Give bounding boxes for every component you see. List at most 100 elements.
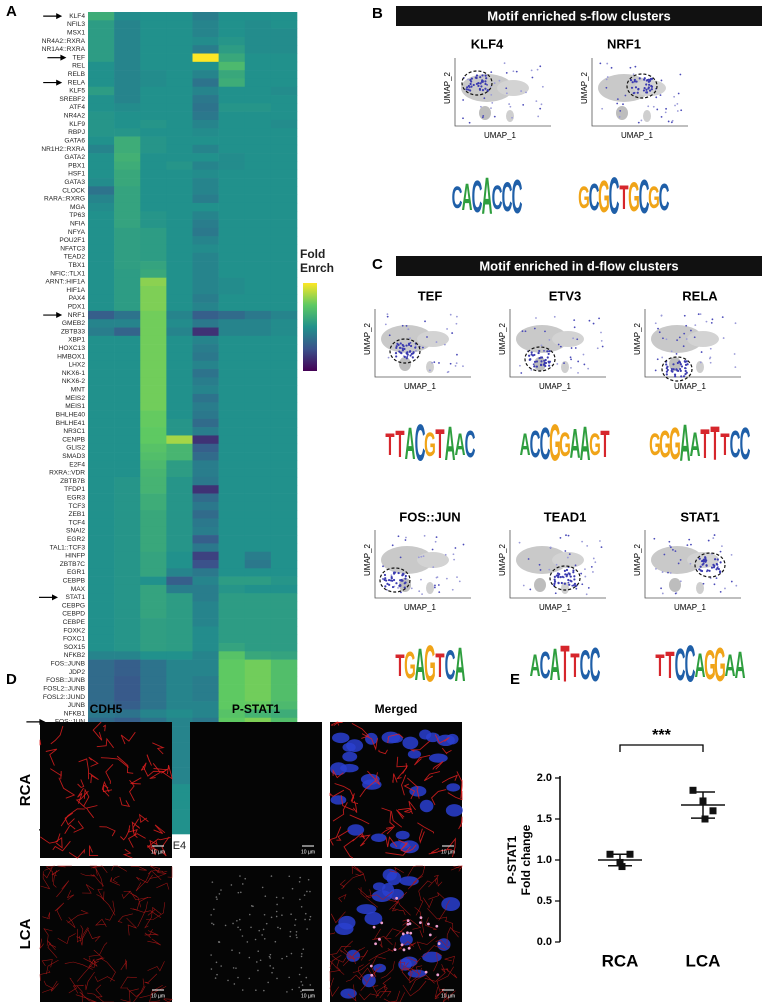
heatmap-cell [88,119,115,129]
membrane-signal [333,721,343,726]
row-label: CENPB [62,436,85,443]
speckle [424,970,428,974]
heatmap-cell [114,601,141,611]
heatmap-cell [114,169,141,179]
heatmap-cell [244,252,272,262]
umap-cell [637,121,640,124]
umap-cell [521,330,524,333]
umap-cell [451,332,454,334]
membrane-signal [414,754,431,766]
speckle [231,949,233,951]
heatmap-cell [192,111,219,121]
umap-cell [404,539,407,541]
heatmap-cell [166,393,193,403]
umap-cell [384,323,387,326]
speckle [291,887,294,890]
heatmap-cell [140,418,167,428]
row-label: NFIC::TLX1 [50,270,85,277]
logo-letter: C [740,420,751,470]
umap-cell [563,569,567,572]
speckle [306,928,308,930]
speckle [263,937,266,940]
heatmap-cell [166,86,193,96]
umap-cell [672,548,674,551]
heatmap-cell [218,236,246,245]
heatmap-cell [140,227,167,237]
heatmap-cell [166,667,193,677]
umap-cell [544,358,547,362]
umap-cell [470,85,473,88]
row-arrow-head [56,79,63,86]
umap-cell [705,320,708,323]
membrane-signal [441,774,459,783]
speckle [248,956,251,959]
membrane-signal [427,908,447,922]
umap-cell [634,86,638,89]
membrane-signal [434,734,450,744]
heatmap-cell [192,369,219,378]
logo-letter: G [424,425,436,464]
logo-letter: G [578,181,590,215]
heatmap-cell [192,692,219,702]
umap-cell [456,315,458,318]
row-label: FOS::JUNB [51,661,86,668]
umap-cell [631,81,634,84]
heatmap-cell [140,684,167,694]
heatmap-cell [166,701,193,710]
heatmap-cell [218,609,246,619]
umap-cell [469,82,472,86]
nucleus [422,951,442,963]
umap-y-label: UMAP_2 [363,543,372,576]
membrane-signal [105,900,115,921]
data-point [701,815,709,823]
row-label: NFYA [68,229,86,236]
umap-cell [564,573,567,576]
row-label: LHX2 [69,362,86,369]
speckle [402,948,406,952]
heatmap-cell [218,460,246,469]
umap-cell [520,90,523,92]
umap-highlight [379,567,411,593]
heatmap-cell [166,169,193,179]
membrane-signal [428,848,440,855]
umap-cell [519,364,521,367]
membrane-signal [407,777,420,799]
heatmap-cell [140,709,167,719]
heatmap-cell [218,119,246,129]
heatmap-cell [140,468,167,478]
membrane-signal [347,984,357,1002]
row-label: MEIS1 [65,403,85,410]
umap-cell [676,361,679,365]
heatmap-cell [114,651,141,660]
membrane-signal [76,985,83,1002]
nucleus [395,830,410,840]
speckle [248,913,251,916]
umap-cell [406,351,409,354]
umap-cell [570,347,573,349]
umap-cell [684,360,687,363]
membrane-signal [338,893,347,903]
speckle [288,976,290,979]
membrane-signal [147,907,162,916]
heatmap-cell [114,560,141,569]
umap-cell [518,541,521,544]
heatmap-cell [244,410,272,420]
umap-cell [670,367,674,371]
heatmap-cell [166,427,193,436]
umap-cell [694,324,697,327]
heatmap-cell [114,344,141,353]
heatmap-cell [114,286,141,295]
umap-cell [584,575,587,578]
umap-cell [409,354,412,357]
umap-cell [689,562,692,565]
heatmap-cell [114,70,141,79]
membrane-signal [92,721,103,741]
heatmap-cell [88,535,115,544]
speckle [401,932,405,936]
nucleus [372,882,386,891]
membrane-signal [120,976,137,989]
row-label: TEAD2 [64,254,86,261]
heatmap-cell [140,70,167,79]
heatmap-cell [244,659,272,669]
membrane-signal [329,789,345,797]
